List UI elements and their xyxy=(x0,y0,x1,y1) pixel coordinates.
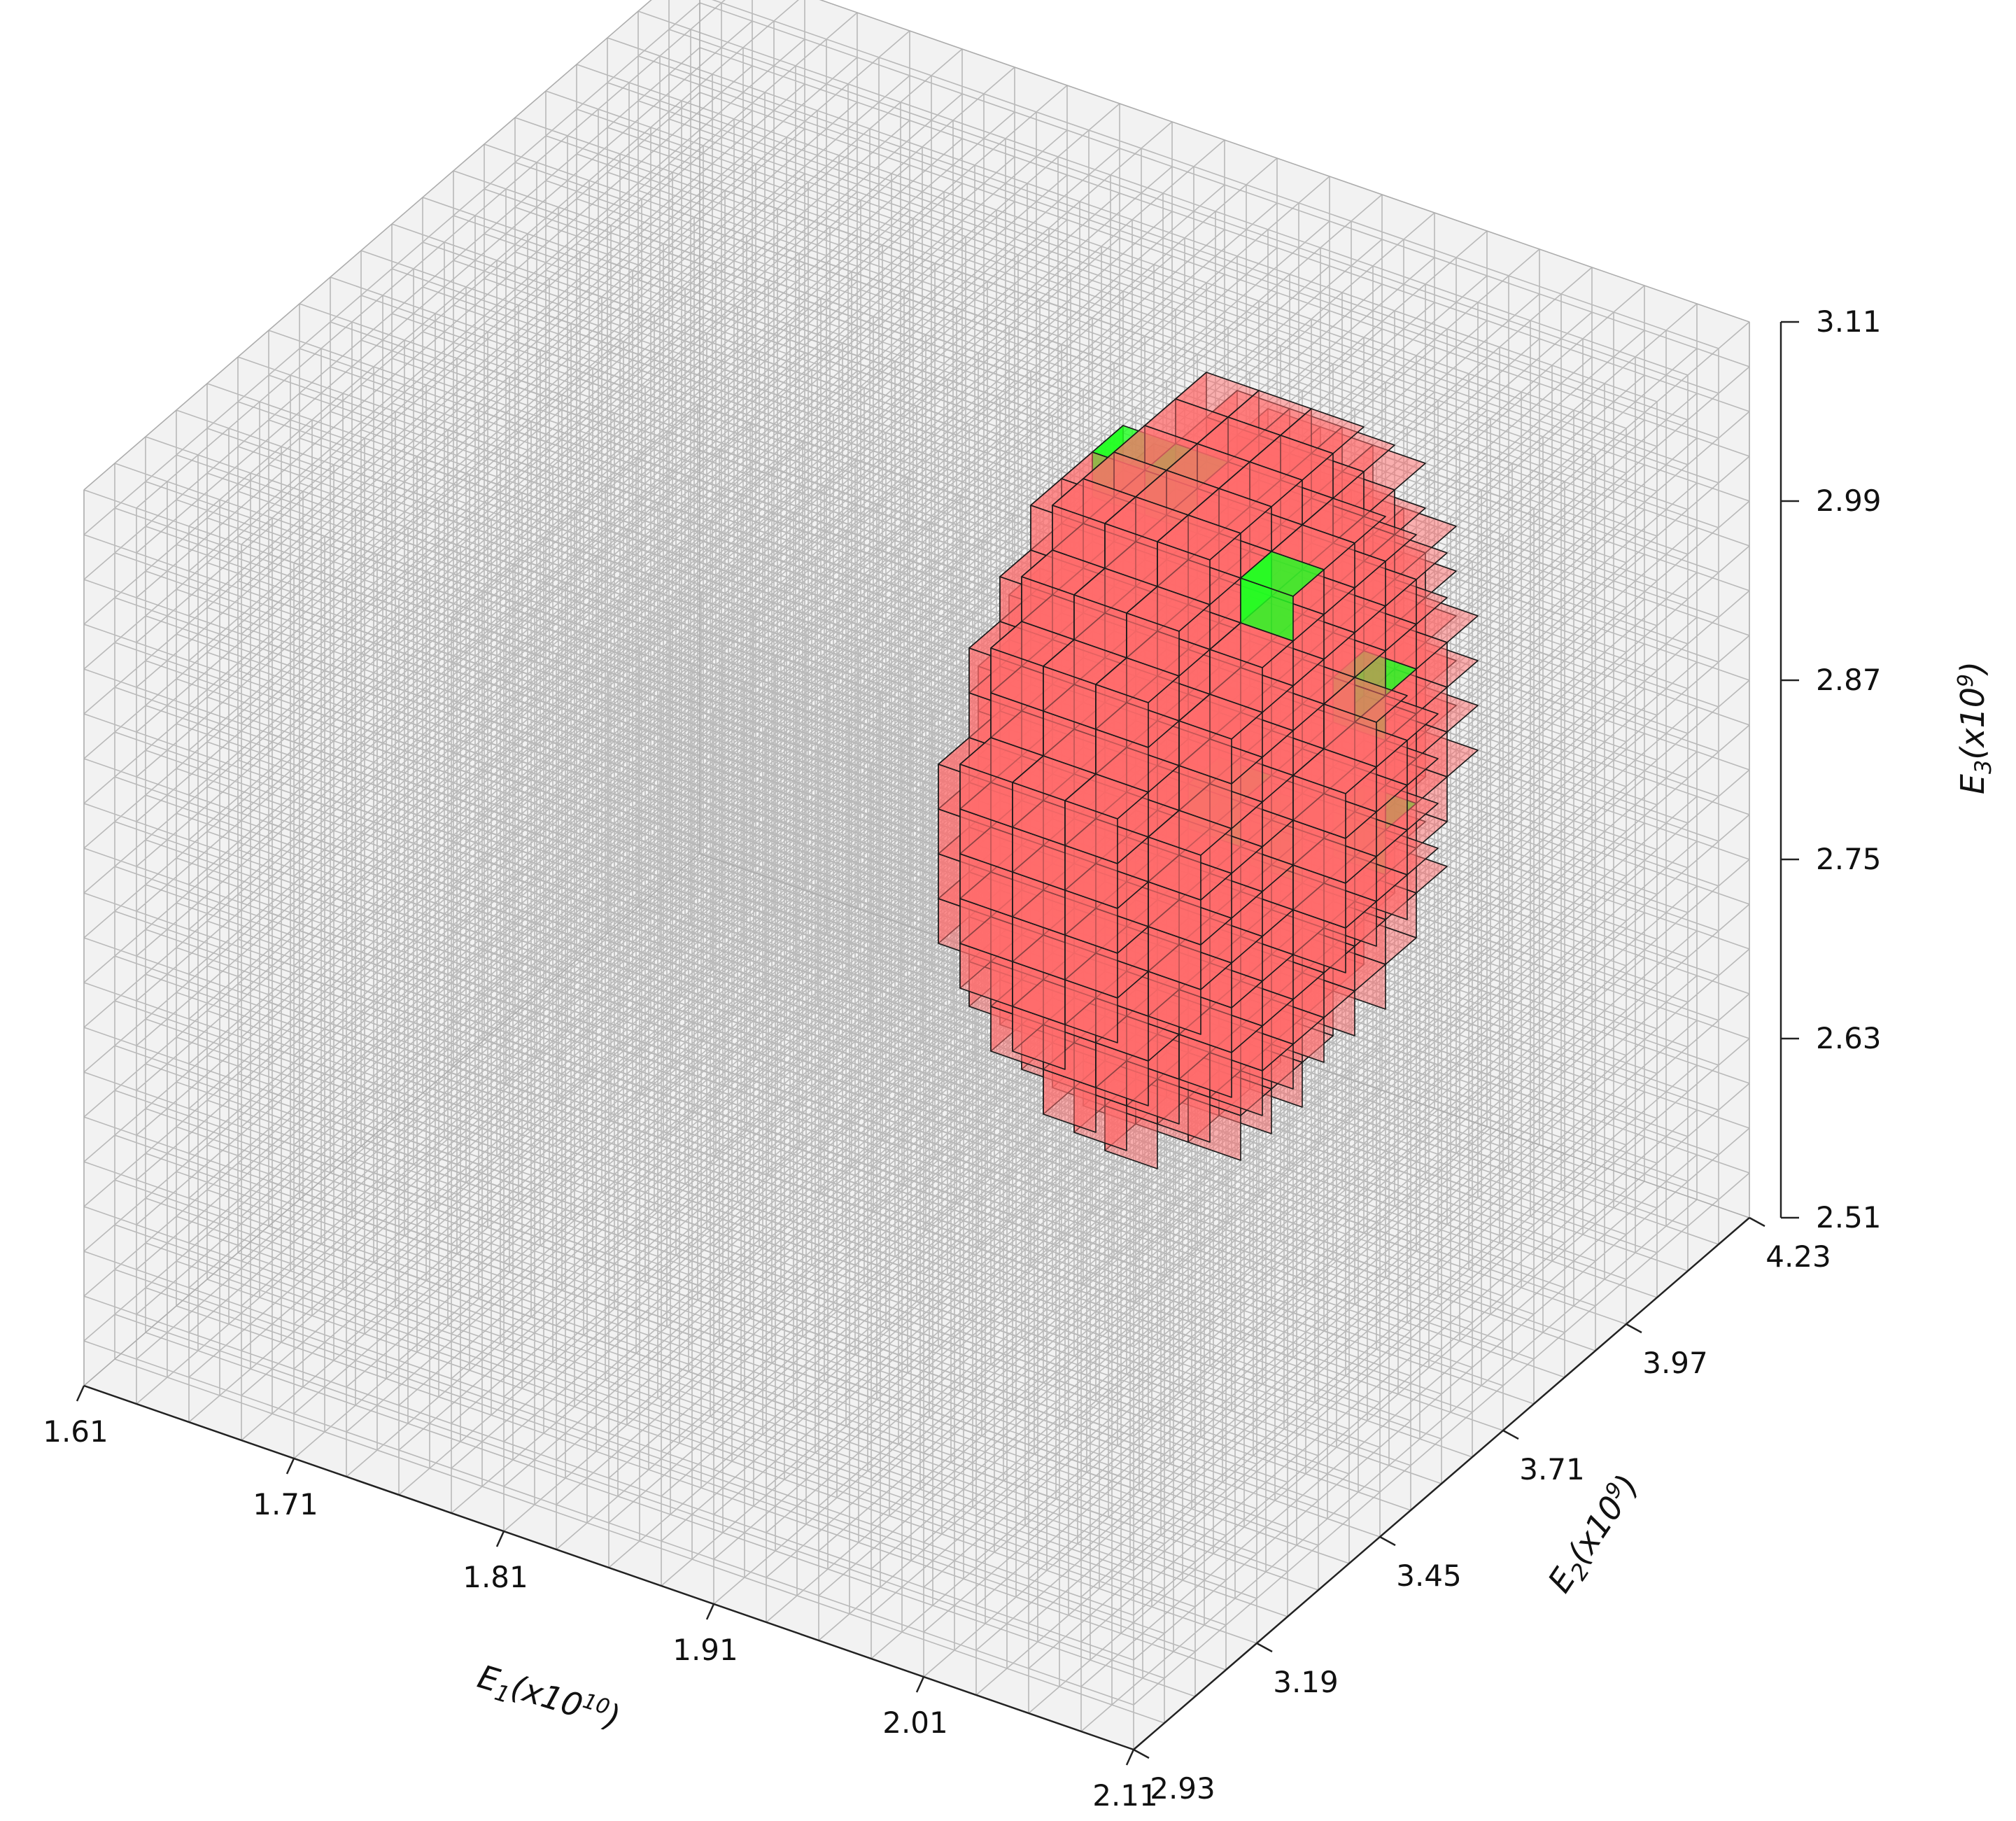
z-tick-label: 2.87 xyxy=(1816,663,1882,697)
ellipsoid-voxel xyxy=(1178,694,1263,785)
voxel-cloud xyxy=(938,372,1479,1169)
x-tick-label: 1.61 xyxy=(43,1414,108,1449)
y-axis-ticks: 2.93 3.19 3.45 3.71 3.97 4.23 xyxy=(1133,1216,1831,1806)
y-tick xyxy=(1256,1642,1273,1653)
ellipsoid-voxel xyxy=(1012,755,1097,846)
ellipsoid-voxel xyxy=(1323,677,1408,768)
voxel-face-top xyxy=(1178,694,1263,740)
voxel-face-top xyxy=(1157,514,1241,561)
ellipsoid-voxel xyxy=(1126,586,1211,677)
z-axis-ticks: 2.51 2.63 2.75 2.87 2.99 3.11 xyxy=(1781,304,1882,1235)
x-axis-label: E1(x1010) xyxy=(472,1657,625,1741)
highlight-voxel xyxy=(1240,551,1325,642)
z-axis-label: E3(x109) xyxy=(1954,661,1996,794)
x-axis-line xyxy=(83,1384,1134,1751)
x-tick-label: 2.11 xyxy=(1092,1778,1158,1813)
x-tick xyxy=(705,1603,715,1620)
y-tick-label: 3.45 xyxy=(1396,1559,1462,1593)
ellipsoid-voxel xyxy=(1209,622,1294,713)
voxel-face-top xyxy=(1240,551,1325,597)
y-tick xyxy=(1626,1323,1642,1334)
x-tick-label: 2.01 xyxy=(882,1706,948,1740)
ellipsoid-voxel xyxy=(1292,748,1377,839)
y-tick xyxy=(1749,1216,1765,1228)
y-tick xyxy=(1133,1748,1150,1759)
ellipsoid-voxel xyxy=(1148,810,1232,901)
x-tick xyxy=(495,1531,505,1547)
x-tick-label: 1.91 xyxy=(672,1633,738,1667)
y-axis-line xyxy=(1133,1217,1750,1750)
x-tick xyxy=(915,1676,925,1693)
y-tick-label: 3.97 xyxy=(1642,1346,1708,1380)
voxel-face-top xyxy=(1209,622,1294,668)
voxel-face-top xyxy=(1148,810,1232,856)
ellipsoid-voxel xyxy=(1064,773,1149,864)
x-tick xyxy=(76,1385,85,1402)
ellipsoid-voxel xyxy=(1021,549,1106,640)
axes: 1.61 1.71 1.81 1.91 2.01 2.11 2.93 3.19 3.45 3.7… xyxy=(43,304,1996,1813)
z-tick-label: 3.11 xyxy=(1816,304,1882,339)
voxel-face-top xyxy=(1095,657,1180,703)
y-tick-label: 3.19 xyxy=(1273,1665,1339,1699)
ellipsoid-voxel xyxy=(1052,478,1136,569)
y-tick-label: 2.93 xyxy=(1150,1771,1215,1806)
y-tick-label: 3.71 xyxy=(1519,1452,1585,1486)
y-tick-label: 4.23 xyxy=(1765,1239,1831,1274)
ellipsoid-voxel xyxy=(1157,514,1241,605)
y-tick xyxy=(1502,1429,1519,1440)
z-tick-label: 2.99 xyxy=(1816,484,1882,518)
voxel-face-top xyxy=(1064,773,1149,820)
voxel-face-top xyxy=(1323,677,1408,723)
x-tick xyxy=(286,1458,295,1475)
x-axis-ticks: 1.61 1.71 1.81 1.91 2.01 2.11 xyxy=(43,1385,1158,1813)
y-tick xyxy=(1379,1535,1396,1547)
ellipsoid-voxel xyxy=(1104,496,1189,587)
z-tick-label: 2.63 xyxy=(1816,1021,1882,1055)
y-axis-label: E2(x109) xyxy=(1540,1468,1650,1602)
x-tick-label: 1.81 xyxy=(463,1560,528,1594)
x-tick xyxy=(1125,1749,1135,1766)
z-tick-label: 2.75 xyxy=(1816,842,1882,876)
ellipsoid-voxel xyxy=(1095,657,1180,748)
z-tick-label: 2.51 xyxy=(1816,1200,1882,1235)
ellipsoid-voxel xyxy=(959,737,1044,828)
x-tick-label: 1.71 xyxy=(253,1487,318,1521)
voxel-face-top xyxy=(1126,586,1211,632)
voxel-face-top xyxy=(1292,748,1377,794)
ellipsoid-voxel xyxy=(990,621,1075,712)
